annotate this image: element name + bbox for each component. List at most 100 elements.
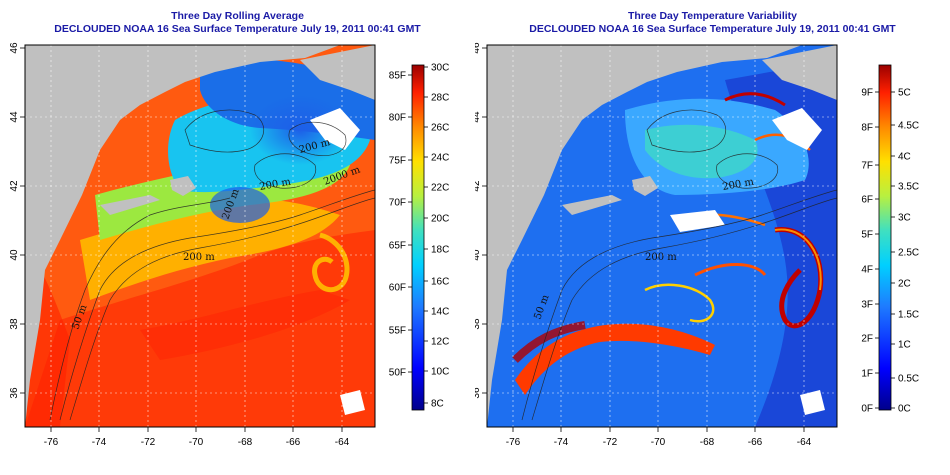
colorbar-c-label: 22C (431, 183, 449, 194)
colorbar-c-label: 3.5C (898, 182, 919, 193)
y-tick-label: 44 (475, 111, 482, 123)
x-tick-label: -74 (92, 437, 107, 448)
sst-variability-map-svg: 200 m 200 m 50 m -76 -74 -72 -70 -68 -66 -64 3… (475, 42, 919, 448)
colorbar-f-label: 1F (861, 369, 873, 380)
colorbar-c-label: 16C (431, 277, 449, 288)
x-tick-label: -68 (238, 437, 253, 448)
map-frame (24, 44, 376, 428)
land-cape-cod (170, 176, 196, 196)
x-axis-ticks: -76 -74 -72 -70 -68 -66 -64 (506, 427, 812, 448)
x-tick-label: -74 (554, 437, 569, 448)
colorbar-f-label: 9F (861, 88, 873, 99)
land-nova-scotia (300, 45, 375, 100)
colorbar-fahrenheit-labels: 0F 1F 2F 3F 4F 5F 6F 7F 8F 9F (861, 88, 879, 415)
y-tick-label: 46 (475, 42, 482, 54)
x-tick-label: -64 (335, 437, 350, 448)
y-tick-label: 46 (9, 42, 20, 54)
land-mainland (25, 45, 340, 427)
bathymetry-contours (521, 109, 837, 421)
colorbar-c-label: 28C (431, 93, 449, 104)
colorbar-f-label: 3F (861, 300, 873, 311)
colorbar-c-label: 20C (431, 214, 449, 225)
colorbar-f-label: 50F (389, 368, 406, 379)
land-long-island (562, 195, 622, 215)
land-nova-scotia (762, 45, 837, 100)
y-tick-label: 36 (9, 387, 20, 399)
colorbar-c-label: 4.5C (898, 121, 919, 132)
colorbar (411, 64, 425, 411)
x-tick-label: -70 (189, 437, 204, 448)
x-tick-label: -72 (603, 437, 618, 448)
colorbar-c-label: 8C (431, 399, 444, 410)
x-tick-label: -76 (506, 437, 521, 448)
colorbar-c-label: 0.5C (898, 374, 919, 385)
colorbar-c-label: 2C (898, 279, 911, 290)
colorbar-c-label: 18C (431, 245, 449, 256)
x-axis-ticks: -76 -74 -72 -70 -68 -66 -64 (44, 427, 350, 448)
sst-average-panel: Three Day Rolling Average DECLOUDED NOAA… (9, 10, 449, 448)
colorbar-f-label: 6F (861, 195, 873, 206)
colorbar-f-label: 2F (861, 334, 873, 345)
colorbar-c-label: 12C (431, 337, 449, 348)
x-tick-label: -76 (44, 437, 59, 448)
colorbar-f-label: 5F (861, 230, 873, 241)
colorbar (878, 64, 892, 411)
land-mainland (487, 45, 802, 427)
colorbar-fahrenheit-labels: 50F 55F 60F 65F 70F 75F 80F 85F (389, 71, 412, 379)
bathymetry-contours (49, 109, 375, 421)
x-tick-label: -72 (141, 437, 156, 448)
y-tick-label: 38 (9, 318, 20, 330)
graticule (25, 45, 375, 427)
sst-average-map: 200 m 2000 m 200 m 200 m 200 m 50 m (25, 45, 375, 427)
y-tick-label: 40 (475, 249, 482, 261)
colorbar-c-label: 5C (898, 88, 911, 99)
colorbar-c-label: 24C (431, 153, 449, 164)
colorbar-f-label: 85F (389, 71, 406, 82)
map-frame (486, 44, 838, 428)
colorbar-c-label: 26C (431, 123, 449, 134)
contour-label: 200 m (645, 252, 677, 263)
y-tick-label: 44 (9, 111, 20, 123)
right-subtitle: DECLOUDED NOAA 16 Sea Surface Temperatur… (529, 23, 896, 35)
left-title: Three Day Rolling Average (171, 10, 304, 22)
y-axis-ticks: 36 38 40 42 44 46 (475, 42, 487, 399)
colorbar-c-label: 1C (898, 340, 911, 351)
y-tick-label: 42 (9, 180, 20, 192)
colorbar-f-label: 0F (861, 404, 873, 415)
right-title: Three Day Temperature Variability (627, 10, 798, 22)
left-subtitle: DECLOUDED NOAA 16 Sea Surface Temperatur… (54, 23, 421, 35)
x-tick-label: -68 (700, 437, 715, 448)
colorbar-f-label: 7F (861, 161, 873, 172)
y-tick-label: 42 (475, 180, 482, 192)
x-tick-label: -66 (748, 437, 763, 448)
land-long-island (100, 195, 160, 215)
sst-average-map-svg: 200 m 2000 m 200 m 200 m 200 m 50 m -76-… (9, 42, 449, 448)
colorbar-c-label: 2.5C (898, 248, 919, 259)
colorbar-f-label: 4F (861, 265, 873, 276)
y-tick-label: 36 (475, 387, 482, 399)
graticule (487, 45, 837, 427)
x-tick-label: -70 (651, 437, 666, 448)
colorbar-celsius-labels: 8C 10C 12C 14C 16C 18C 20C 22C 24C 26C 28C 30C (424, 63, 449, 410)
colorbar-c-label: 30C (431, 63, 449, 74)
colorbar-c-label: 3C (898, 213, 911, 224)
colorbar-f-label: 80F (389, 113, 406, 124)
colorbar-c-label: 0C (898, 404, 911, 415)
sst-variability-panel: Three Day Temperature Variability DECLOU… (475, 0, 950, 475)
y-tick-label: 40 (9, 249, 20, 261)
colorbar-c-label: 4C (898, 152, 911, 163)
colorbar-f-label: 65F (389, 241, 406, 252)
colorbar-f-label: 75F (389, 156, 406, 167)
colorbar-f-label: 60F (389, 283, 406, 294)
colorbar-f-label: 55F (389, 326, 406, 337)
colorbar-c-label: 1.5C (898, 310, 919, 321)
colorbar-celsius-labels: 0C 0.5C 1C 1.5C 2C 2.5C 3C 3.5C 4C 4.5C 5C (891, 88, 919, 415)
colorbar-f-label: 8F (861, 123, 873, 134)
colorbar-c-label: 14C (431, 307, 449, 318)
y-axis-ticks: 36 38 40 42 44 46 (9, 42, 25, 399)
x-tick-label: -66 (286, 437, 301, 448)
colorbar-f-label: 70F (389, 198, 406, 209)
contour-label: 200 m (183, 252, 215, 263)
sst-variability-map: 200 m 200 m 50 m (487, 45, 837, 427)
land-cape-cod (632, 176, 658, 196)
